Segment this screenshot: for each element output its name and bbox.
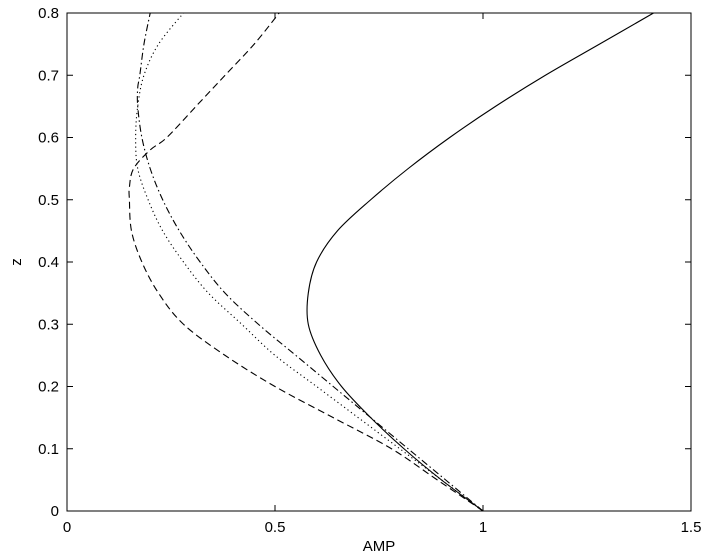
- x-tick-label: 1.5: [681, 519, 702, 536]
- plot-frame: [66, 12, 692, 512]
- y-tick-label: 0.1: [38, 441, 59, 458]
- y-axis-label: z: [8, 258, 25, 266]
- y-tick-label: 0.2: [38, 379, 59, 396]
- y-tick-label: 0.6: [38, 130, 59, 147]
- series-line-dotted: [135, 12, 484, 512]
- x-tick-label: 0: [63, 519, 71, 536]
- y-tick-label: 0.7: [38, 67, 59, 84]
- series-line-solid: [306, 12, 654, 512]
- y-tick-label: 0.5: [38, 192, 59, 209]
- series-line-dashdot: [136, 12, 484, 512]
- x-tick-label: 0.5: [265, 519, 286, 536]
- y-tick-label: 0.8: [38, 5, 59, 22]
- ticks-layer: 0 0.5 1 1.5 0 0.1 0.2 0.3 0.4 0.5 0.6 0.7 0.8: [38, 5, 701, 536]
- series-line-dashed: [128, 12, 484, 512]
- y-tick-label: 0.3: [38, 316, 59, 333]
- y-tick-label: 0: [51, 503, 59, 520]
- series-layer: [128, 12, 654, 512]
- x-axis-label: AMP: [363, 538, 396, 555]
- x-tick-label: 1: [479, 519, 487, 536]
- y-tick-label: 0.4: [38, 254, 59, 271]
